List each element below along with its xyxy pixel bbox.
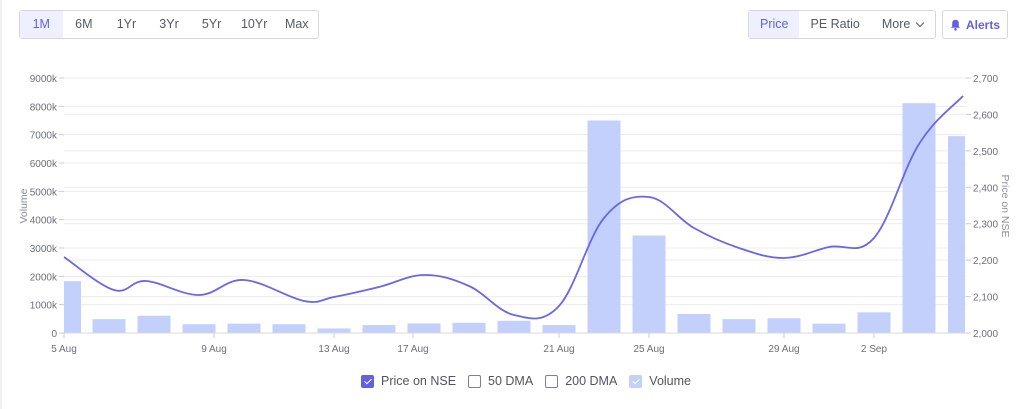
y-left-tick-label: 7000k: [30, 131, 58, 142]
x-tick-label: 13 Aug: [318, 344, 349, 355]
range-button-max[interactable]: Max: [284, 17, 309, 31]
time-range-selector: 1M 6M 1Yr 3Yr 5Yr 10Yr Max: [19, 10, 319, 39]
volume-bar[interactable]: [497, 320, 531, 333]
volume-bar[interactable]: [632, 235, 666, 333]
range-button-1m[interactable]: 1M: [20, 11, 63, 38]
volume-bar[interactable]: [137, 315, 171, 333]
volume-bar[interactable]: [407, 323, 441, 333]
y-left-tick-label: 8000k: [30, 102, 58, 113]
checkbox-icon[interactable]: [361, 374, 374, 388]
volume-bar[interactable]: [857, 312, 891, 333]
range-button-5yr[interactable]: 5Yr: [201, 17, 222, 31]
panel-left-border: [0, 0, 2, 409]
alerts-label: Alerts: [965, 17, 1000, 32]
legend-item-50-dma[interactable]: 50 DMA: [468, 374, 533, 388]
volume-bar[interactable]: [902, 103, 936, 333]
y-right-tick-label: 2,600: [973, 110, 998, 121]
y-right-axis-title: Price on NSE: [999, 174, 1011, 237]
y-left-tick-label: 2000k: [30, 272, 58, 283]
price-button[interactable]: Price: [749, 11, 800, 38]
y-right-tick-label: 2,200: [973, 256, 998, 267]
x-tick-label: 9 Aug: [201, 344, 227, 355]
volume-bar[interactable]: [317, 328, 351, 333]
volume-bar[interactable]: [677, 314, 711, 333]
y-left-tick-label: 9000k: [30, 74, 58, 85]
x-tick-label: 21 Aug: [543, 344, 574, 355]
volume-bar[interactable]: [92, 319, 126, 333]
range-button-10yr[interactable]: 10Yr: [240, 17, 268, 31]
x-tick-label: 5 Aug: [51, 344, 77, 355]
volume-bar[interactable]: [948, 136, 965, 333]
x-tick-label: 17 Aug: [397, 344, 428, 355]
checkbox-icon[interactable]: [468, 374, 482, 388]
y-right-tick-label: 2,700: [973, 74, 998, 85]
y-left-tick-label: 3000k: [30, 244, 58, 255]
y-right-tick-label: 2,000: [973, 329, 998, 340]
price-line[interactable]: [63, 95, 964, 320]
range-button-3yr[interactable]: 3Yr: [159, 17, 179, 31]
volume-bar[interactable]: [587, 120, 621, 334]
checkbox-icon[interactable]: [545, 374, 559, 388]
legend-item-200-dma[interactable]: 200 DMA: [545, 374, 617, 388]
volume-bar[interactable]: [227, 323, 261, 333]
legend-item-volume[interactable]: Volume: [629, 374, 691, 388]
more-dropdown[interactable]: More: [871, 11, 934, 38]
volume-bar[interactable]: [812, 323, 846, 333]
range-button-6m[interactable]: 6M: [75, 17, 93, 31]
y-right-tick-label: 2,100: [973, 293, 998, 304]
volume-bar[interactable]: [64, 281, 81, 333]
volume-bar[interactable]: [182, 324, 216, 333]
y-right-tick-label: 2,400: [973, 183, 998, 194]
volume-bar[interactable]: [767, 318, 801, 333]
y-right-tick-label: 2,500: [973, 147, 998, 158]
volume-bar[interactable]: [362, 325, 396, 333]
y-left-tick-label: 4000k: [30, 216, 58, 227]
alerts-button[interactable]: Alerts: [942, 10, 1008, 39]
bell-icon: [950, 19, 960, 31]
y-left-tick-label: 6000k: [30, 159, 58, 170]
volume-bar[interactable]: [542, 325, 576, 333]
legend-label: 200 DMA: [565, 374, 618, 388]
legend-label: Volume: [649, 374, 691, 388]
more-label: More: [881, 17, 911, 31]
volume-bar[interactable]: [272, 324, 306, 333]
y-left-tick-label: 1000k: [30, 301, 58, 312]
legend-label: 50 DMA: [488, 374, 534, 388]
y-left-axis-title: Volume: [18, 188, 30, 223]
chevron-down-icon: [916, 18, 925, 28]
chart-view-selector: Price PE Ratio More: [748, 10, 936, 39]
legend-item-price-on-nse[interactable]: Price on NSE: [361, 374, 456, 388]
chart-legend: Price on NSE 50 DMA 200 DMA Volume: [361, 374, 703, 388]
checkbox-icon[interactable]: [629, 374, 643, 388]
legend-label: Price on NSE: [381, 374, 457, 388]
y-left-tick-label: 0: [51, 329, 57, 340]
pe-ratio-button[interactable]: PE Ratio: [810, 17, 860, 31]
volume-bar[interactable]: [452, 322, 486, 333]
x-tick-label: 25 Aug: [633, 344, 664, 355]
y-right-tick-label: 2,300: [973, 220, 998, 231]
x-tick-label: 2 Sep: [861, 344, 888, 355]
x-tick-label: 29 Aug: [768, 344, 799, 355]
volume-bar[interactable]: [722, 319, 756, 333]
y-left-tick-label: 5000k: [30, 187, 58, 198]
range-button-1yr[interactable]: 1Yr: [116, 17, 137, 31]
